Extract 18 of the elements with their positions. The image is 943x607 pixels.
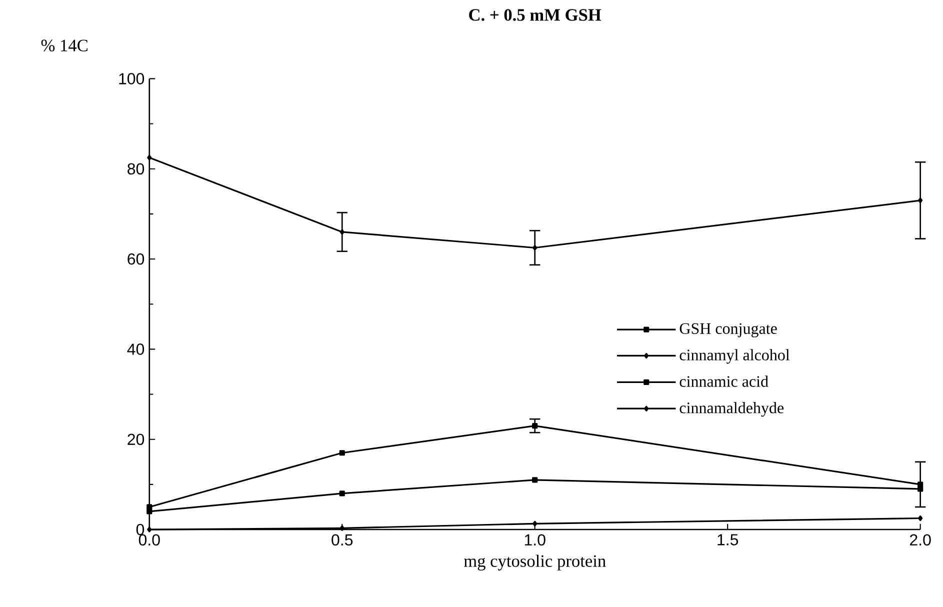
y-tick-label: 100 xyxy=(119,73,144,84)
y-tick-label: 80 xyxy=(128,163,144,175)
x-axis-title: mg cytosolic protein xyxy=(464,554,606,571)
y-tick-label: 0 xyxy=(136,524,144,536)
x-tick-label: 0.0 xyxy=(138,534,160,546)
y-tick-label: 60 xyxy=(128,253,144,265)
legend-label: cinnamaldehyde xyxy=(680,402,784,417)
x-tick-label: 0.5 xyxy=(332,534,353,546)
y-axis-title: % 14C xyxy=(41,40,88,52)
x-tick-label: 1.0 xyxy=(524,534,546,546)
y-tick-label: 40 xyxy=(127,344,144,355)
legend-label: cinnamyl alcohol xyxy=(680,349,790,364)
chart-title: C. + 0.5 mM GSH xyxy=(469,9,602,21)
x-tick-label: 1.5 xyxy=(718,534,738,546)
x-tick-label: 2.0 xyxy=(910,534,931,546)
legend-label: cinnamic acid xyxy=(680,376,768,387)
legend-label: GSH conjugate xyxy=(680,323,777,338)
y-tick-label: 20 xyxy=(128,434,144,446)
